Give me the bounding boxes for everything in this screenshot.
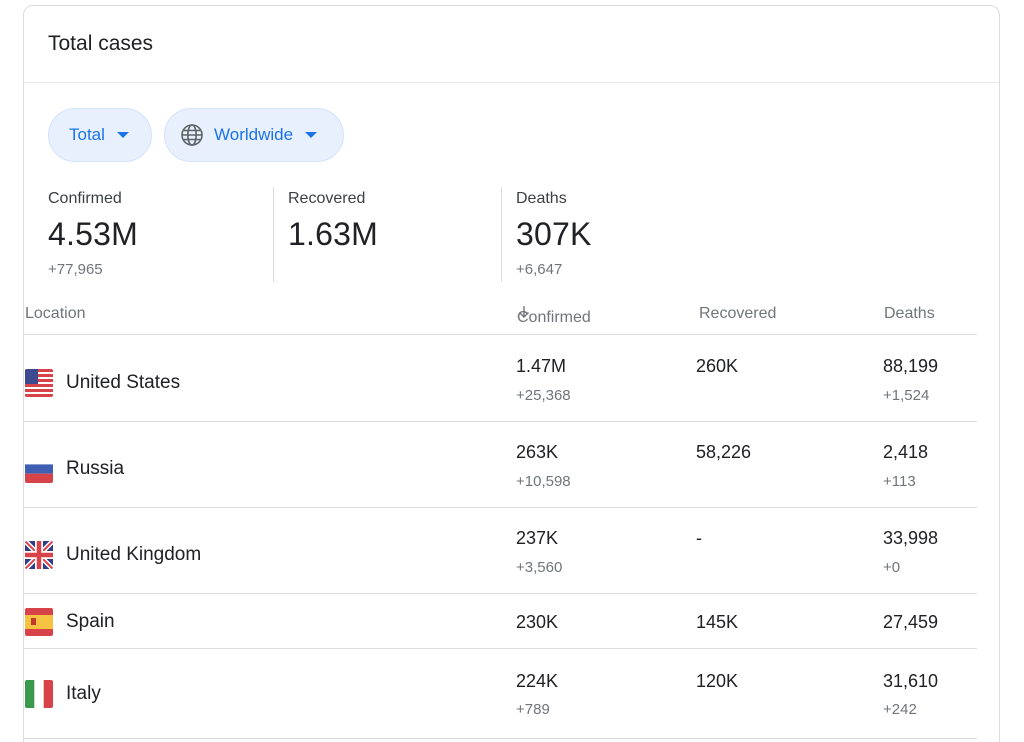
stat-divider — [501, 187, 502, 282]
location-name: United Kingdom — [66, 544, 202, 565]
column-header-location: Location — [25, 305, 86, 322]
spain-flag-icon — [25, 608, 53, 636]
stat-value: 307K — [516, 216, 592, 252]
russia-flag-icon — [25, 455, 53, 483]
location-name: Russia — [66, 458, 125, 479]
table-row[interactable]: Italy 224K +789 120K 31,610 +242 — [24, 649, 977, 738]
recovered-value: 260K — [696, 356, 739, 376]
stat-divider — [273, 187, 274, 282]
location-name: Italy — [66, 683, 101, 704]
deaths-delta: +113 — [883, 473, 916, 490]
arrow-down-icon — [519, 306, 529, 318]
stat-label: Recovered — [288, 190, 366, 207]
total-cases-card: Total cases Total Worldwide Confirmed 4.… — [23, 5, 1000, 742]
table-row[interactable]: United Kingdom 237K +3,560 - 33,998 +0 — [24, 508, 977, 594]
deaths-delta: +242 — [883, 701, 917, 718]
card-title: Total cases — [48, 32, 154, 55]
table-header: Location Confirmed Recovered Deaths — [24, 301, 977, 335]
confirmed-value: 230K — [516, 612, 559, 632]
stat-delta: +6,647 — [516, 261, 563, 278]
confirmed-value: 1.47M — [516, 356, 567, 376]
uk-flag-icon — [25, 541, 53, 569]
confirmed-value: 237K — [516, 528, 559, 548]
stat-delta: +77,965 — [48, 261, 103, 278]
recovered-value: - — [696, 528, 702, 548]
stat-value: 4.53M — [48, 216, 138, 252]
caret-down-icon — [305, 132, 318, 138]
title-divider — [24, 82, 999, 83]
region-filter-button[interactable]: Worldwide — [164, 108, 344, 162]
location-name: United States — [66, 372, 181, 393]
deaths-delta: +0 — [883, 559, 901, 576]
confirmed-value: 224K — [516, 671, 559, 691]
deaths-value: 27,459 — [883, 612, 939, 632]
table-bottom-divider — [24, 738, 977, 739]
location-name: Spain — [66, 611, 115, 632]
column-header-deaths: Deaths — [884, 305, 935, 322]
table-row[interactable]: Spain 230K 145K 27,459 — [24, 594, 977, 649]
deaths-value: 88,199 — [883, 356, 939, 376]
table-row[interactable]: United States 1.47M +25,368 260K 88,199 … — [24, 336, 977, 422]
total-filter-button[interactable]: Total — [48, 108, 152, 162]
total-filter-label: Total — [69, 125, 105, 144]
confirmed-delta: +789 — [516, 701, 550, 718]
italy-flag-icon — [25, 680, 53, 708]
stat-deaths: Deaths 307K +6,647 — [516, 190, 592, 278]
stat-label: Deaths — [516, 190, 567, 207]
stat-label: Confirmed — [48, 190, 122, 207]
us-flag-icon — [25, 369, 53, 397]
deaths-value: 2,418 — [883, 442, 929, 462]
confirmed-delta: +25,368 — [516, 387, 571, 404]
deaths-delta: +1,524 — [883, 387, 930, 404]
column-header-confirmed-label: Confirmed — [517, 309, 591, 326]
caret-down-icon — [116, 132, 129, 138]
column-header-confirmed[interactable]: Confirmed — [517, 305, 591, 326]
stat-recovered: Recovered 1.63M — [288, 190, 378, 253]
confirmed-delta: +10,598 — [516, 473, 571, 490]
region-filter-label: Worldwide — [214, 125, 294, 144]
recovered-value: 145K — [696, 612, 739, 632]
stat-value: 1.63M — [288, 216, 378, 252]
confirmed-value: 263K — [516, 442, 559, 462]
recovered-value: 120K — [696, 671, 739, 691]
deaths-value: 33,998 — [883, 528, 939, 548]
confirmed-delta: +3,560 — [516, 559, 563, 576]
globe-icon — [181, 124, 203, 146]
stat-confirmed: Confirmed 4.53M +77,965 — [48, 190, 138, 278]
table-row[interactable]: Russia 263K +10,598 58,226 2,418 +113 — [24, 422, 977, 508]
column-header-recovered: Recovered — [699, 305, 777, 322]
deaths-value: 31,610 — [883, 671, 939, 691]
recovered-value: 58,226 — [696, 442, 752, 462]
